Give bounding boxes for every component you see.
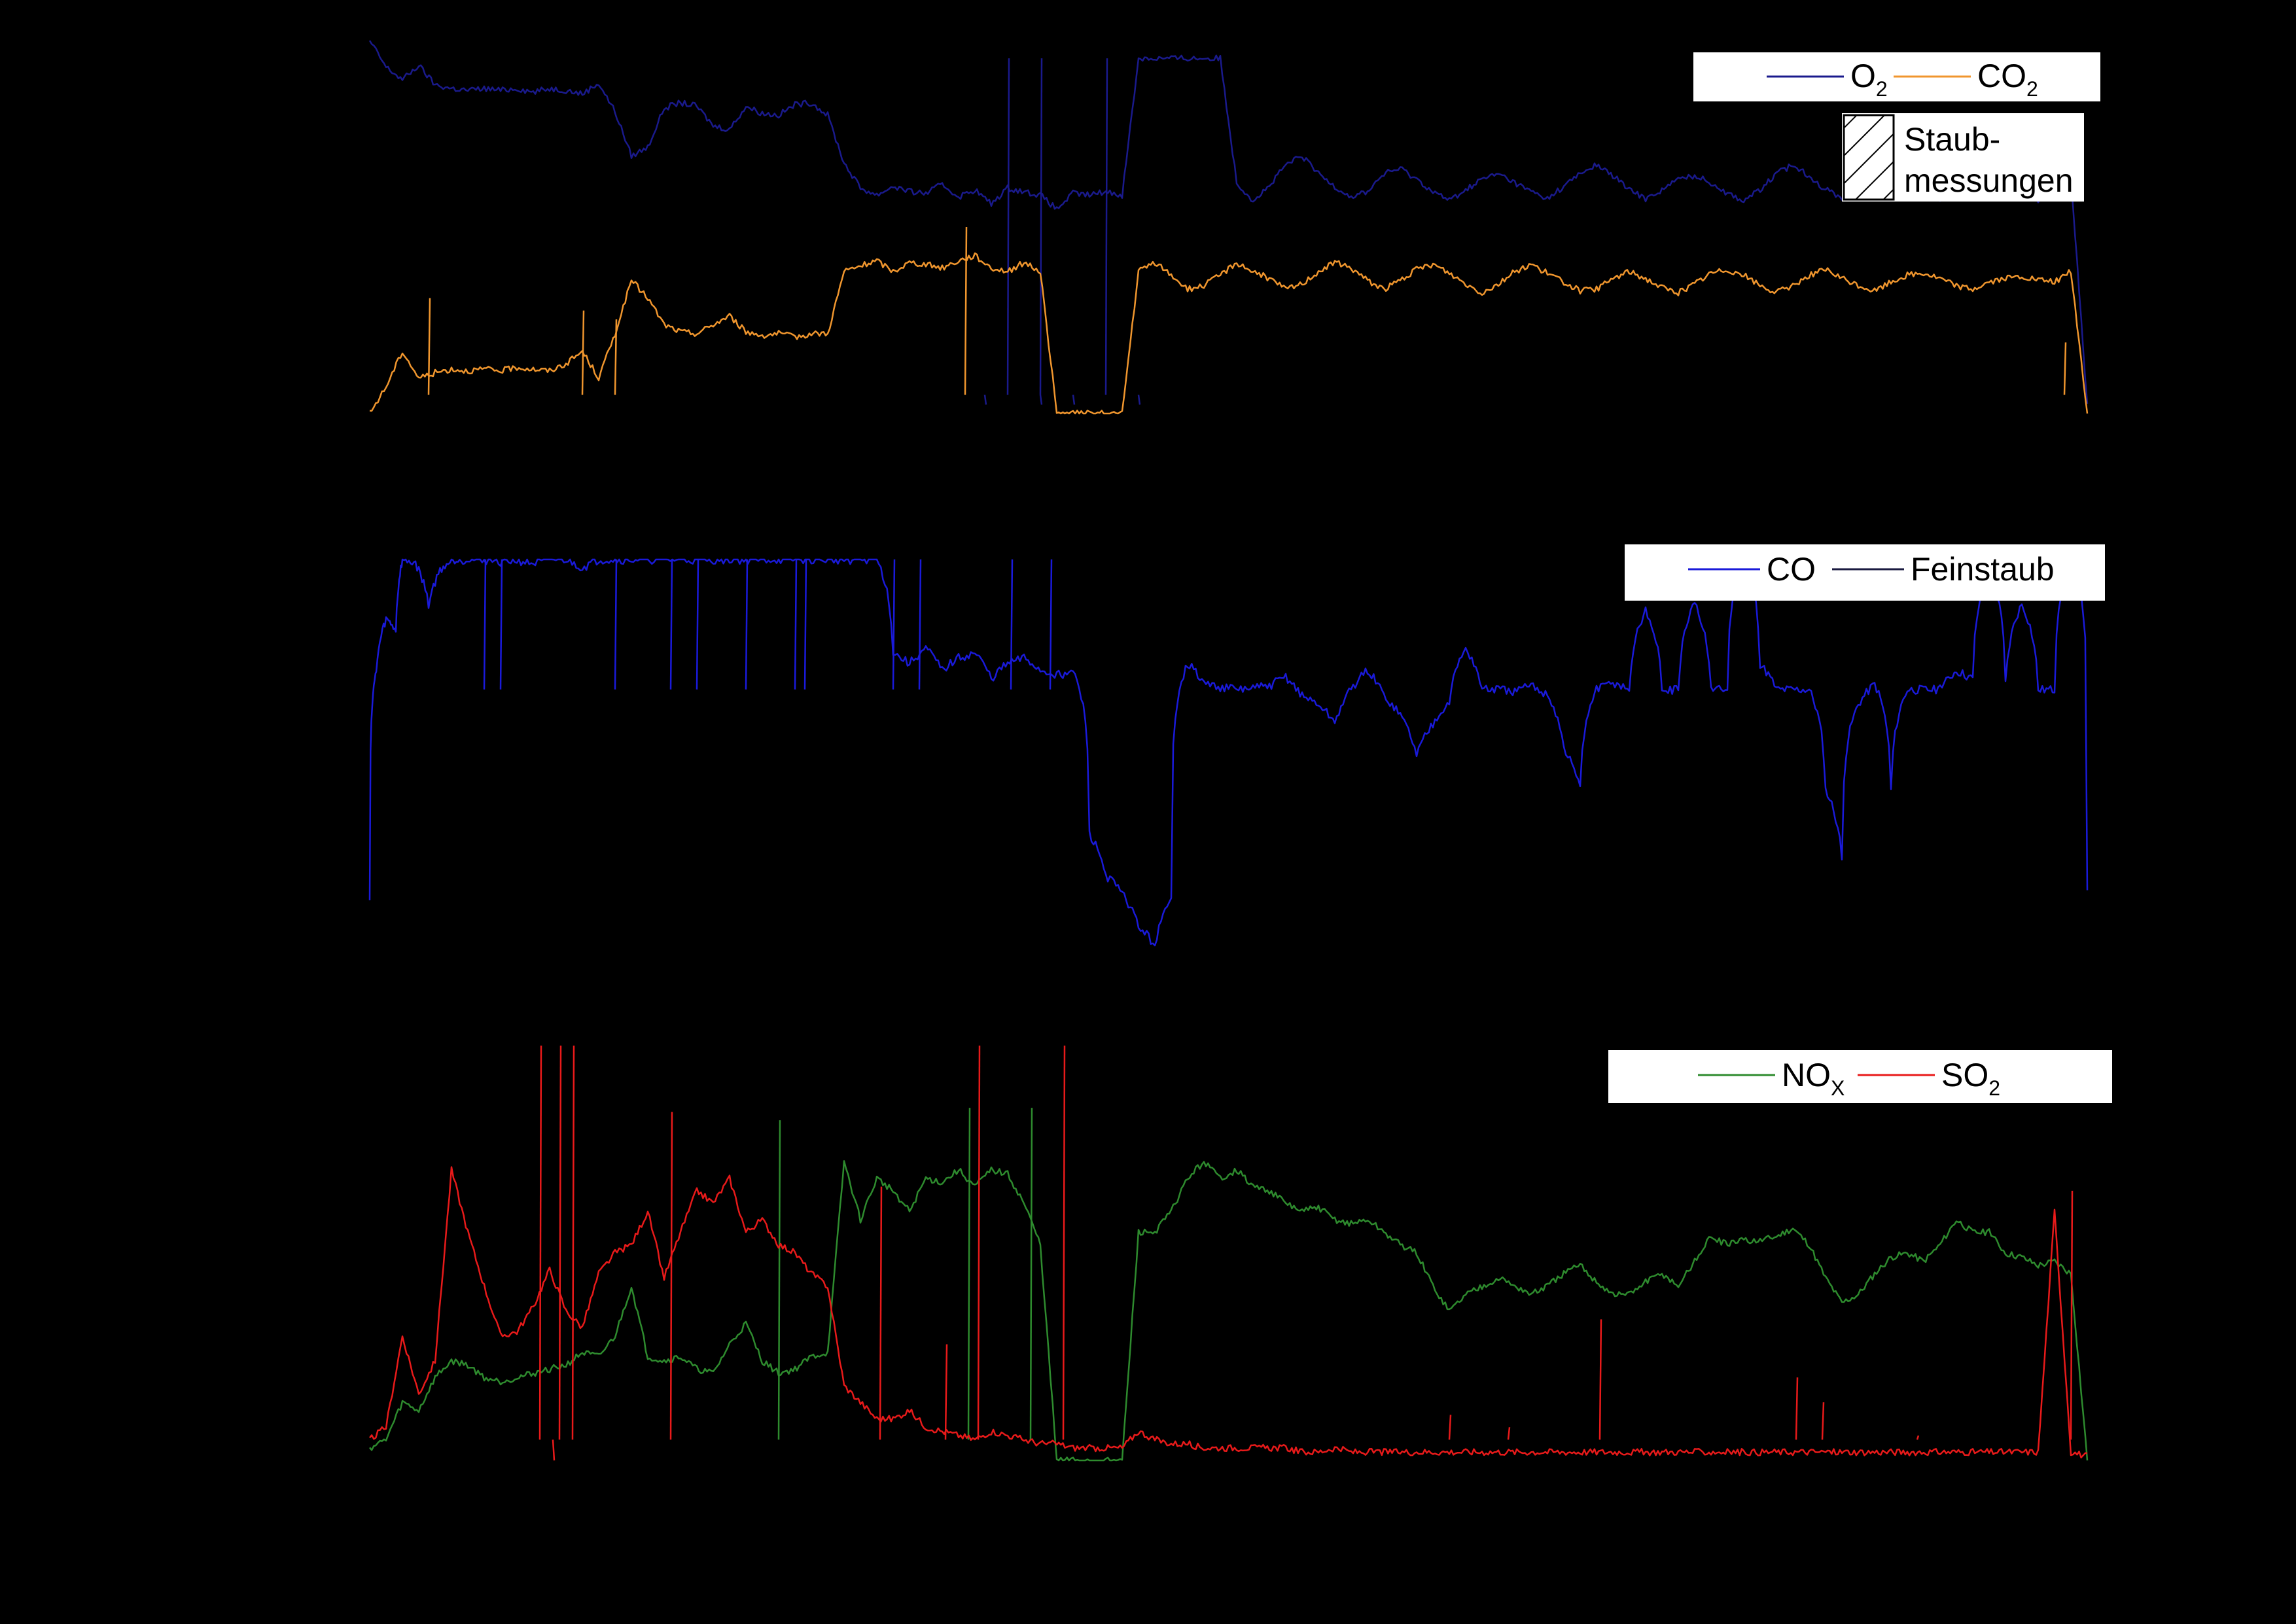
series-spike-co2 — [614, 319, 618, 395]
series-spike-o2 — [1137, 395, 1141, 405]
legend-hatch-swatch — [1843, 114, 1895, 201]
series-spike-so2 — [558, 1045, 562, 1440]
series-spike-co — [696, 559, 699, 690]
series-spike-o2 — [1072, 395, 1076, 405]
series-spike-so2 — [2070, 1190, 2074, 1440]
series-spike-co — [1010, 559, 1014, 690]
series-spike-co2 — [427, 298, 431, 395]
series-line-nox — [369, 1160, 2089, 1462]
legend-o2-label: O2 — [1850, 58, 1888, 101]
top-panel-series — [368, 40, 2089, 415]
series-spike-co — [804, 559, 807, 690]
series-spike-so2 — [571, 1045, 575, 1440]
legend-co-label: CO — [1767, 551, 1816, 588]
series-spike-nox — [777, 1120, 781, 1440]
legend-top: O2 CO2 — [1693, 52, 2100, 101]
series-line-co2 — [369, 252, 2089, 415]
series-spike-co — [1049, 559, 1053, 690]
series-spike-co — [483, 559, 487, 690]
series-line-co — [368, 558, 2089, 947]
series-spike-so2 — [1448, 1415, 1452, 1440]
series-spike-so2 — [1916, 1435, 1920, 1440]
series-line-so2 — [369, 1166, 2088, 1458]
series-spike-co — [499, 559, 503, 690]
legend-bottom-box — [1608, 1050, 2112, 1103]
legend-so2-label: SO2 — [1941, 1057, 2000, 1100]
bottom-panel-series — [369, 1045, 2089, 1462]
legend-middle-box — [1625, 544, 2105, 601]
series-spike-so2 — [539, 1045, 542, 1440]
series-spike-so2 — [1598, 1319, 1602, 1440]
series-spike-o2 — [1006, 58, 1010, 395]
series-spike-so2 — [1507, 1427, 1511, 1440]
legend-nox-label: NOX — [1782, 1057, 1845, 1100]
series-spike-so2 — [552, 1439, 556, 1461]
series-spike-co — [918, 559, 922, 690]
legend-feinstaub-label: Feinstaub — [1911, 551, 2055, 588]
series-spike-so2 — [669, 1112, 673, 1440]
series-spike-co2 — [581, 310, 585, 395]
series-spike-so2 — [977, 1045, 981, 1440]
series-spike-so2 — [879, 1186, 883, 1440]
series-spike-co2 — [964, 226, 968, 395]
legend-co2-label: CO2 — [1977, 58, 2038, 101]
series-spike-co — [614, 559, 618, 690]
legend-staub-line1: Staub- — [1904, 121, 2000, 158]
series-spike-so2 — [944, 1344, 948, 1440]
series-spike-nox — [1029, 1108, 1033, 1440]
middle-panel-series — [368, 558, 2089, 947]
series-spike-co — [794, 559, 798, 690]
series-spike-co — [892, 559, 896, 690]
legend-staubmessungen: Staub- messungen — [1842, 113, 2084, 202]
series-line-o2 — [368, 40, 2089, 404]
series-spike-co2 — [2063, 342, 2067, 395]
series-spike-o2 — [983, 395, 987, 405]
series-spike-so2 — [1821, 1402, 1825, 1440]
series-spike-o2 — [1104, 58, 1108, 395]
series-spike-nox — [967, 1108, 971, 1440]
series-spike-co — [745, 559, 749, 690]
legend-middle: CO Feinstaub — [1625, 544, 2105, 601]
series-spike-co — [669, 559, 673, 690]
series-spike-so2 — [1795, 1377, 1799, 1440]
legend-staub-line2: messungen — [1904, 162, 2074, 199]
legend-bottom: NOX SO2 — [1608, 1050, 2112, 1103]
series-spike-o2 — [1039, 58, 1043, 395]
series-spike-o2 — [1039, 395, 1043, 405]
series-spike-so2 — [1062, 1045, 1066, 1440]
